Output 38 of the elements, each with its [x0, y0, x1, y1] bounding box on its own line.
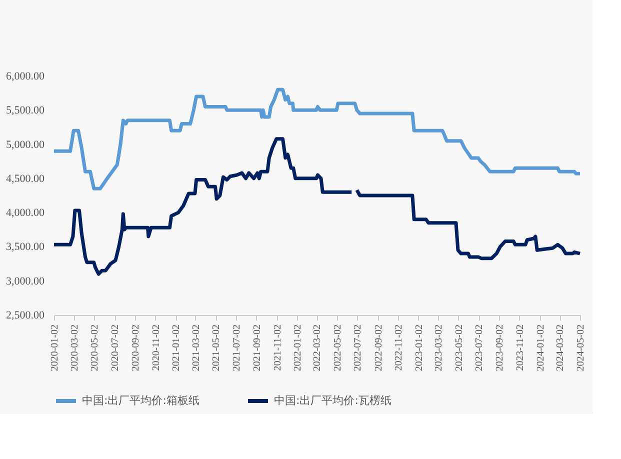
x-tick-label: 2020-01-02 [50, 324, 60, 372]
y-tick-label: 5,000.00 [6, 138, 45, 151]
x-tick-label: 2021-11-02 [272, 324, 284, 371]
x-tick-label: 2020-07-02 [110, 324, 122, 372]
x-tick-label: 2021-01-02 [171, 324, 182, 372]
x-tick-label: 2023-03-02 [434, 324, 445, 372]
x-tick-label: 2023-05-02 [454, 324, 465, 372]
y-tick-label: 4,500.00 [6, 172, 45, 185]
x-tick-label: 2024-01-02 [535, 324, 546, 372]
x-tick-label: 2021-05-02 [211, 324, 222, 372]
x-tick-label: 2023-01-02 [414, 324, 425, 372]
x-tick-label: 2020-09-02 [130, 324, 142, 372]
line-series [52, 88, 582, 190]
x-tick-label: 2021-09-02 [252, 324, 263, 372]
x-tick-label: 2023-07-02 [474, 324, 486, 372]
y-tick-label: 3,000.00 [6, 275, 45, 288]
y-tick-label: 5,500.00 [6, 104, 45, 117]
x-tick-label: 2022-05-02 [332, 324, 344, 372]
legend-label: 中国:出厂平均价:箱板纸 [82, 394, 200, 407]
x-tick-label: 2020-03-02 [69, 324, 80, 372]
x-tick-label: 2024-05-02 [576, 324, 586, 372]
legend-label: 中国:出厂平均价:瓦楞纸 [274, 394, 392, 407]
x-tick-label: 2021-07-02 [231, 324, 242, 372]
x-tick-label: 2022-09-02 [373, 324, 384, 372]
x-tick-label: 2023-09-02 [494, 324, 506, 372]
x-tick-label: 2022-01-02 [292, 324, 304, 372]
x-tick-label: 2020-11-02 [150, 324, 162, 371]
x-tick-label: 2022-03-02 [312, 324, 324, 372]
y-tick-label: 2,500.00 [6, 310, 45, 322]
x-tick-label: 2022-07-02 [352, 324, 364, 372]
x-tick-label: 2024-03-02 [555, 324, 566, 372]
y-tick-label: 4,000.00 [6, 207, 45, 220]
x-tick-label: 2022-11-02 [394, 324, 405, 371]
x-tick-label: 2023-11-02 [514, 324, 526, 371]
x-tick-label: 2020-05-02 [90, 324, 101, 372]
x-tick-label: 2021-03-02 [190, 324, 202, 372]
y-tick-label: 3,500.00 [6, 241, 45, 254]
y-tick-label: 6,000.00 [6, 70, 45, 82]
